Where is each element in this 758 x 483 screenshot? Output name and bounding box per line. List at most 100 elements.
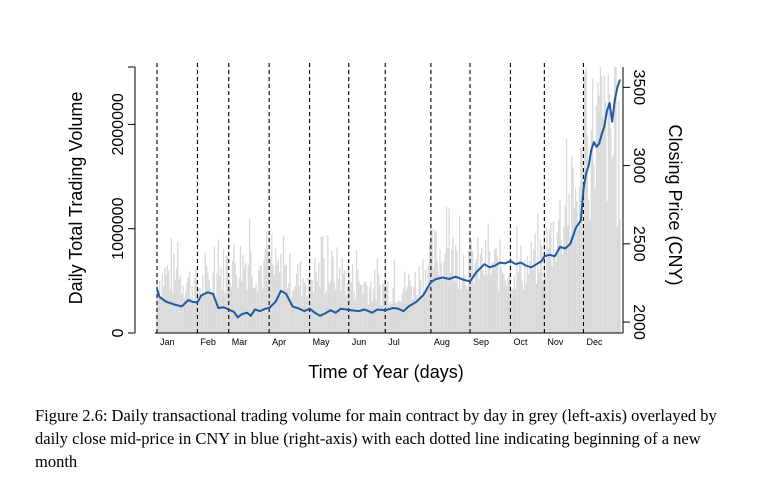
volume-bar xyxy=(328,283,330,333)
volume-bar xyxy=(391,304,393,333)
volume-bar xyxy=(242,254,244,333)
volume-bar xyxy=(285,264,287,333)
volume-bar xyxy=(282,235,285,333)
volume-bar xyxy=(575,187,577,333)
volume-bar xyxy=(209,288,212,333)
volume-bar xyxy=(233,243,235,333)
volume-bar xyxy=(411,299,414,333)
volume-bar xyxy=(392,287,394,333)
volume-bar xyxy=(448,208,450,333)
y-right-tick-label: 3500 xyxy=(630,70,647,106)
volume-bar xyxy=(491,262,493,333)
volume-bar xyxy=(616,226,619,333)
volume-bar xyxy=(556,232,559,333)
volume-bar xyxy=(533,249,535,333)
volume-bar xyxy=(419,280,422,333)
volume-bar xyxy=(158,280,161,333)
volume-bar xyxy=(568,193,570,333)
axis-labels: Time of Year (days) Daily Total Trading … xyxy=(66,92,685,382)
volume-bar xyxy=(438,275,440,333)
volume-bar xyxy=(320,236,322,333)
volume-bar xyxy=(518,259,521,333)
volume-bar xyxy=(331,250,333,333)
volume-bar xyxy=(547,247,549,333)
volume-bar xyxy=(404,271,406,333)
volume-bar xyxy=(615,67,617,333)
volume-bar xyxy=(458,215,461,333)
volume-bar xyxy=(483,275,486,333)
volume-bar xyxy=(217,239,219,333)
volume-bar xyxy=(235,275,238,333)
month-tick-label: Aug xyxy=(434,337,450,347)
month-tick-label: Mar xyxy=(232,337,248,347)
volume-bar xyxy=(400,301,402,333)
volume-bar xyxy=(284,265,286,333)
volume-bar xyxy=(610,128,612,333)
y-right-tick-label: 2000 xyxy=(630,304,647,340)
volume-bar xyxy=(166,265,169,333)
volume-bar xyxy=(426,290,428,333)
volume-bar xyxy=(213,246,216,333)
volume-bar xyxy=(471,251,474,333)
volume-bar xyxy=(396,302,398,333)
axes: Jan Feb Mar Apr May Jun Jul Aug Sep Oct Nov Dec 0 100… xyxy=(110,66,647,347)
volume-bar xyxy=(550,222,552,333)
volume-bar xyxy=(578,186,581,333)
volume-bar xyxy=(351,263,354,333)
volume-bar xyxy=(173,253,175,333)
volume-bar xyxy=(383,283,385,333)
volume-bar xyxy=(539,239,542,333)
volume-bar xyxy=(529,261,531,333)
volume-bar xyxy=(275,248,277,333)
volume-bar xyxy=(212,272,214,333)
volume-bar xyxy=(174,279,176,333)
month-tick-label: May xyxy=(313,337,331,347)
volume-bar xyxy=(160,296,162,333)
figure-caption: Figure 2.6: Daily transactional trading … xyxy=(35,406,717,471)
volume-bar xyxy=(516,225,518,333)
month-divider-lines xyxy=(156,63,585,333)
volume-bar xyxy=(468,250,470,333)
volume-bar xyxy=(340,290,342,333)
volume-bar xyxy=(323,258,325,333)
volume-bar xyxy=(245,263,247,333)
volume-bar xyxy=(344,270,346,333)
volume-bar xyxy=(338,268,341,333)
volume-bar xyxy=(315,272,317,333)
volume-bar xyxy=(181,293,183,333)
volume-bar xyxy=(588,200,590,333)
volume-bar xyxy=(255,282,257,333)
volume-bar xyxy=(350,282,352,333)
volume-bar xyxy=(248,219,251,333)
volume-bar xyxy=(432,267,435,333)
volume-bar xyxy=(222,249,225,333)
volume-bar xyxy=(269,257,272,333)
volume-bar xyxy=(187,277,189,333)
volume-bar xyxy=(208,279,210,333)
volume-bar xyxy=(427,264,429,333)
volume-bar xyxy=(428,242,431,333)
volume-bar xyxy=(195,268,197,333)
volume-bar xyxy=(171,292,174,333)
volume-bar xyxy=(281,294,283,333)
volume-bar xyxy=(573,207,576,333)
volume-bar xyxy=(348,267,350,333)
volume-bar xyxy=(597,82,599,333)
volume-bar xyxy=(423,292,426,333)
volume-bar xyxy=(567,225,569,333)
volume-bar xyxy=(410,285,412,333)
volume-bar xyxy=(239,245,242,333)
volume-bar xyxy=(598,95,600,333)
volume-bar xyxy=(545,276,547,333)
volume-bar xyxy=(327,235,329,333)
volume-bar xyxy=(177,241,179,333)
volume-bar xyxy=(395,302,397,333)
volume-bar xyxy=(243,267,246,333)
volume-bar xyxy=(345,295,347,333)
volume-bar xyxy=(585,67,587,333)
volume-bar xyxy=(581,145,583,333)
volume-bar xyxy=(295,273,298,333)
volume-bar xyxy=(478,279,480,333)
volume-bar xyxy=(408,274,410,333)
volume-bar xyxy=(528,274,530,333)
